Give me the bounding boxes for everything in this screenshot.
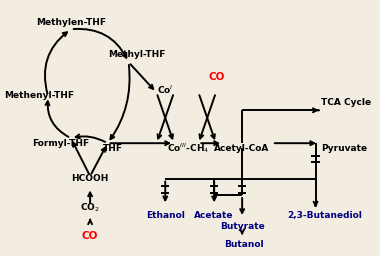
Text: Acetate: Acetate <box>195 211 234 220</box>
Text: Acetyl-CoA: Acetyl-CoA <box>214 144 270 153</box>
Text: Methenyl-THF: Methenyl-THF <box>5 91 74 100</box>
Text: CO: CO <box>82 231 98 241</box>
Text: THF: THF <box>103 144 123 153</box>
Text: Butyrate: Butyrate <box>220 222 264 231</box>
Text: Methyl-THF: Methyl-THF <box>109 50 166 59</box>
Text: Co$^{III}$-CH$_4$: Co$^{III}$-CH$_4$ <box>167 141 209 155</box>
Text: HCOOH: HCOOH <box>71 174 109 183</box>
Text: CO$_2$: CO$_2$ <box>80 201 100 214</box>
Text: Methylen-THF: Methylen-THF <box>36 18 106 27</box>
Text: Butanol: Butanol <box>224 240 264 249</box>
Text: Pyruvate: Pyruvate <box>321 144 367 153</box>
Text: Ethanol: Ethanol <box>146 211 185 220</box>
Text: Formyl-THF: Formyl-THF <box>32 139 89 148</box>
Text: CO: CO <box>209 72 225 82</box>
Text: TCA Cycle: TCA Cycle <box>321 98 371 107</box>
Text: 2,3-Butanediol: 2,3-Butanediol <box>287 211 362 220</box>
Text: Co$^{I}$: Co$^{I}$ <box>157 84 174 96</box>
